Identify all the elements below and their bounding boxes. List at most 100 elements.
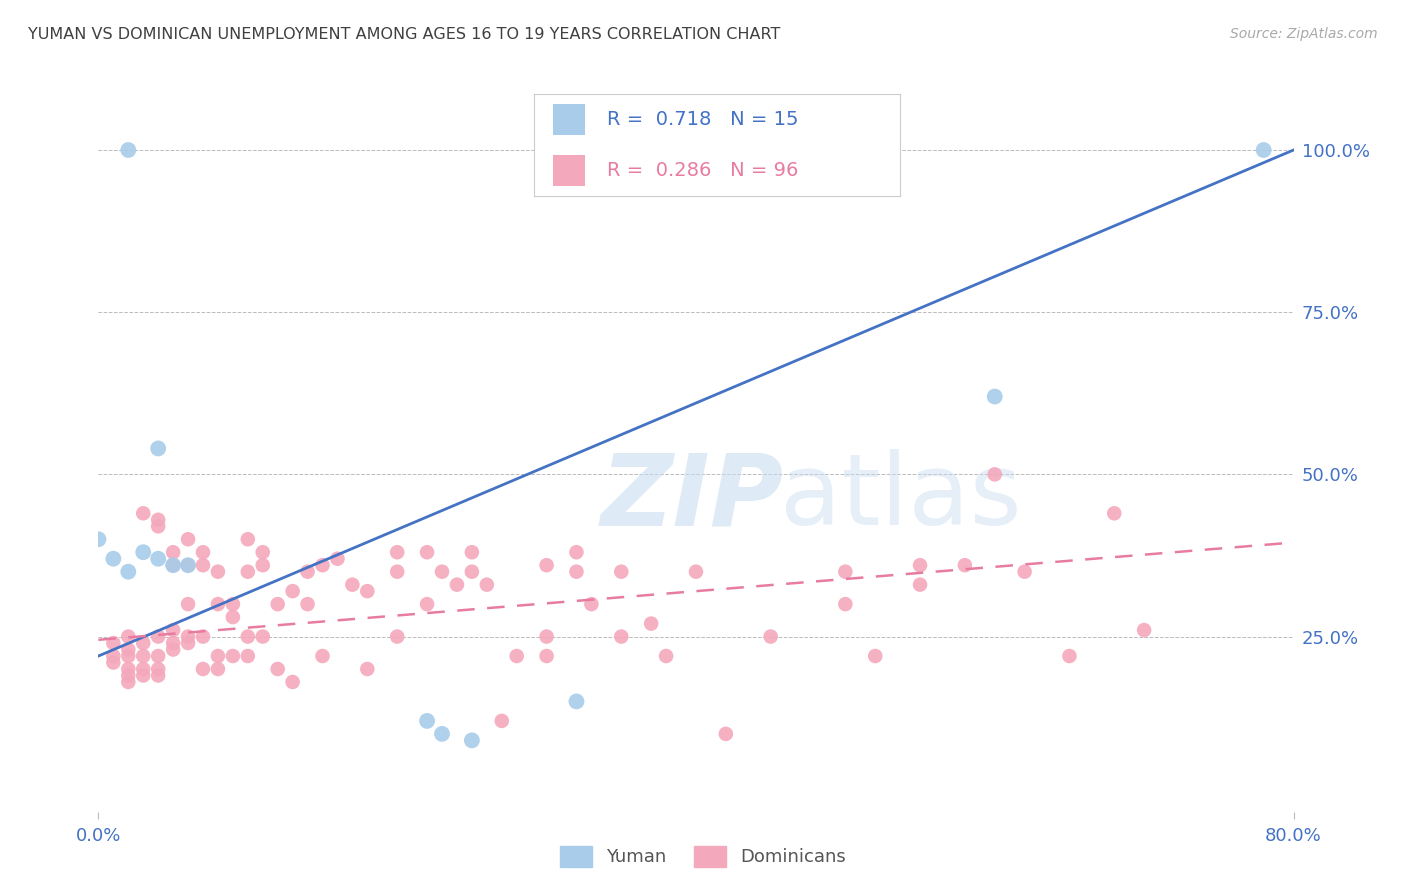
Point bbox=[103, 636, 125, 650]
Point bbox=[207, 662, 229, 676]
Point bbox=[148, 442, 170, 456]
Point bbox=[236, 565, 259, 579]
Point bbox=[162, 642, 184, 657]
Point bbox=[222, 648, 245, 663]
Point bbox=[207, 565, 229, 579]
Point bbox=[281, 584, 304, 599]
Point bbox=[148, 668, 170, 682]
Text: ZIP: ZIP bbox=[600, 450, 783, 546]
Point bbox=[685, 565, 707, 579]
Point bbox=[132, 636, 155, 650]
Point bbox=[148, 630, 170, 644]
Point bbox=[162, 623, 184, 637]
Point bbox=[191, 558, 214, 573]
Point bbox=[430, 727, 453, 741]
Point bbox=[148, 662, 170, 676]
Point bbox=[103, 648, 125, 663]
Point bbox=[491, 714, 513, 728]
Point bbox=[148, 519, 170, 533]
Point bbox=[191, 630, 214, 644]
Point bbox=[565, 694, 588, 708]
Text: R =  0.286   N = 96: R = 0.286 N = 96 bbox=[607, 161, 799, 180]
Point bbox=[565, 565, 588, 579]
Text: atlas: atlas bbox=[779, 450, 1021, 546]
Point bbox=[536, 558, 558, 573]
Point bbox=[416, 597, 439, 611]
Point bbox=[326, 551, 349, 566]
Point bbox=[565, 545, 588, 559]
Point bbox=[655, 648, 678, 663]
Point bbox=[953, 558, 976, 573]
Point bbox=[446, 577, 468, 591]
Point bbox=[1253, 143, 1275, 157]
Point bbox=[207, 648, 229, 663]
Text: R =  0.718   N = 15: R = 0.718 N = 15 bbox=[607, 110, 799, 128]
Point bbox=[610, 565, 633, 579]
Point bbox=[132, 506, 155, 520]
Point bbox=[475, 577, 498, 591]
FancyBboxPatch shape bbox=[553, 104, 585, 135]
Point bbox=[267, 662, 290, 676]
Point bbox=[236, 630, 259, 644]
Text: YUMAN VS DOMINICAN UNEMPLOYMENT AMONG AGES 16 TO 19 YEARS CORRELATION CHART: YUMAN VS DOMINICAN UNEMPLOYMENT AMONG AG… bbox=[28, 27, 780, 42]
Point bbox=[191, 662, 214, 676]
Point bbox=[132, 648, 155, 663]
Point bbox=[222, 610, 245, 624]
Point bbox=[536, 648, 558, 663]
Point bbox=[132, 545, 155, 559]
Point bbox=[430, 565, 453, 579]
Point bbox=[177, 597, 200, 611]
Point bbox=[162, 545, 184, 559]
Point bbox=[610, 630, 633, 644]
Point bbox=[311, 648, 333, 663]
Point bbox=[908, 558, 931, 573]
Point bbox=[581, 597, 603, 611]
Point bbox=[236, 533, 259, 547]
Point bbox=[865, 648, 887, 663]
Point bbox=[252, 630, 274, 644]
Point bbox=[162, 636, 184, 650]
Point bbox=[117, 648, 139, 663]
Point bbox=[536, 630, 558, 644]
Point bbox=[342, 577, 364, 591]
Point bbox=[984, 467, 1007, 482]
Text: Source: ZipAtlas.com: Source: ZipAtlas.com bbox=[1230, 27, 1378, 41]
Point bbox=[148, 513, 170, 527]
Point bbox=[103, 656, 125, 670]
Point bbox=[236, 648, 259, 663]
Point bbox=[834, 597, 856, 611]
Point bbox=[461, 733, 484, 747]
Point bbox=[1059, 648, 1081, 663]
Point bbox=[1014, 565, 1036, 579]
Point bbox=[117, 668, 139, 682]
Point bbox=[177, 533, 200, 547]
Point bbox=[117, 630, 139, 644]
Point bbox=[162, 558, 184, 573]
Point bbox=[177, 636, 200, 650]
Point bbox=[132, 662, 155, 676]
Point bbox=[461, 545, 484, 559]
Point bbox=[281, 675, 304, 690]
Point bbox=[356, 584, 378, 599]
Point bbox=[191, 545, 214, 559]
Point bbox=[117, 143, 139, 157]
Point bbox=[222, 597, 245, 611]
Point bbox=[297, 565, 319, 579]
Point bbox=[117, 565, 139, 579]
Point bbox=[356, 662, 378, 676]
Point bbox=[87, 533, 110, 547]
Point bbox=[207, 597, 229, 611]
Point bbox=[252, 558, 274, 573]
Point bbox=[385, 545, 409, 559]
Point bbox=[117, 642, 139, 657]
Point bbox=[759, 630, 782, 644]
Point bbox=[132, 668, 155, 682]
Point bbox=[177, 558, 200, 573]
Point bbox=[834, 565, 856, 579]
Point bbox=[252, 545, 274, 559]
Point bbox=[148, 648, 170, 663]
Point bbox=[1133, 623, 1156, 637]
Point bbox=[640, 616, 662, 631]
Point bbox=[385, 565, 409, 579]
Point bbox=[506, 648, 529, 663]
